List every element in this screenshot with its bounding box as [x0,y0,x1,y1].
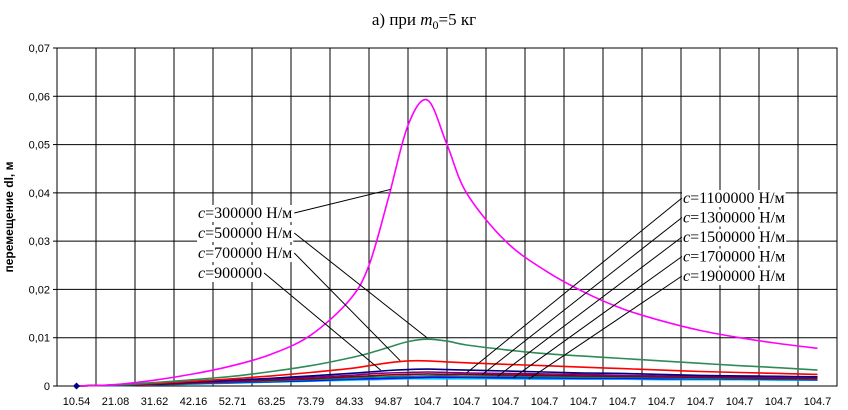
annotation-background [197,245,294,262]
start-marker [73,382,80,390]
annotation-background [197,225,294,242]
x-tick-label: 94.87 [375,396,403,408]
series-lines [76,98,818,387]
x-tick-label: 104.7 [492,396,520,408]
series-line [76,98,818,387]
x-tick-label: 104.7 [804,396,832,408]
start-marker-group [73,382,80,390]
y-tick-label: 0,07 [29,43,50,55]
annotation-c-symbol: c [683,229,690,246]
annotation-c-symbol: c [683,210,690,227]
chart-title-prefix: а) при [372,10,420,29]
annotation-c-symbol: c [198,225,205,242]
x-tick-label: 104.7 [687,396,715,408]
annotation-label-right: c=1300000 Н/м [683,210,785,227]
annotation-label-left: c=300000 Н/м [198,205,292,222]
annotation-background [197,265,264,282]
annotation-value: =1900000 Н/м [690,268,785,285]
chart-title: а) при m0=5 кг [372,10,476,32]
y-tick-labels: 0 0,01 0,02 0,03 0,04 0,05 0,06 0,07 [29,43,57,393]
x-tick-label: 104.7 [414,396,442,408]
x-tick-label: 52.71 [219,396,247,408]
x-tick-label: 104.7 [726,396,754,408]
x-tick-label: 104.7 [570,396,598,408]
y-axis-label: перемещение dl, м [2,161,16,272]
annotation-value: =1700000 Н/м [690,249,785,266]
annotation-leader-line [481,217,683,375]
x-tick-label: 104.7 [531,396,559,408]
x-tick-label: 42.16 [180,396,208,408]
x-tick-label: 21.08 [102,396,130,408]
x-tick-label: 104.7 [648,396,676,408]
annotation-background [197,205,294,222]
annotation-value: =700000 Н/м [205,245,292,262]
annotation-background [682,190,786,207]
chart-title-suffix: =5 кг [439,10,477,29]
y-tick-label: 0,05 [29,140,50,152]
annotation-c-symbol: c [198,245,205,262]
annotation-label-right: c=1100000 Н/м [683,190,785,207]
annotation-value: =1500000 Н/м [690,229,785,246]
annotation-value: =1300000 Н/м [690,210,785,227]
x-tick-labels: 10.54 21.08 31.62 42.16 52.71 63.25 73.79 84.33… [63,396,832,408]
y-tick-label: 0,04 [29,188,50,200]
annotation-leader-line [294,188,391,214]
x-tick-label: 84.33 [336,396,364,408]
x-tick-label: 63.25 [258,396,286,408]
chart-title-var: m [420,10,432,29]
annotation-leader-line [466,197,683,374]
annotation-leader-line [513,256,683,379]
y-tick-label: 0,02 [29,284,50,296]
annotation-value: =900000 [205,265,262,282]
y-tick-label: 0,06 [29,91,50,103]
annotation-c-symbol: c [198,265,205,282]
annotation-c-symbol: c [683,249,690,266]
x-tick-label: 73.79 [297,396,325,408]
annotation-background [682,229,787,246]
annotation-label-left: c=700000 Н/м [198,245,292,262]
annotation-leader-line [263,272,382,371]
annotation-c-symbol: c [198,205,205,222]
x-tick-label: 31.62 [141,396,169,408]
annotation-leader-line [293,232,428,339]
series-line [76,338,818,387]
annotation-label-left: c=500000 Н/м [198,225,292,242]
series-annotations: c=300000 Н/мc=500000 Н/мc=700000 Н/мc=90… [197,188,787,380]
annotation-value: =300000 Н/м [205,205,292,222]
annotation-value: =500000 Н/м [205,225,292,242]
annotation-label-left: c=900000 [198,265,262,282]
annotation-leader-line [293,252,401,362]
annotation-label-right: c=1500000 Н/м [683,229,785,246]
series-line [76,359,818,387]
y-tick-label: 0,03 [29,236,50,248]
x-tick-label: 104.7 [765,396,793,408]
y-tick-label: 0 [44,381,50,393]
chart-title-sub: 0 [433,18,439,32]
annotation-leader-line [497,236,683,377]
annotation-background [682,248,787,266]
x-tick-label: 10.54 [63,396,91,408]
annotation-c-symbol: c [683,268,690,285]
annotation-label-right: c=1900000 Н/м [683,268,785,285]
y-tick-label: 0,01 [29,333,50,345]
annotation-leader-line [528,275,683,380]
annotation-background [682,209,787,227]
annotation-c-symbol: c [683,190,690,207]
annotation-background [682,268,787,285]
x-tick-label: 104.7 [609,396,637,408]
series-line [76,368,818,387]
x-tick-label: 104.7 [453,396,481,408]
annotation-value: =1100000 Н/м [690,190,785,207]
annotation-label-right: c=1700000 Н/м [683,249,785,266]
